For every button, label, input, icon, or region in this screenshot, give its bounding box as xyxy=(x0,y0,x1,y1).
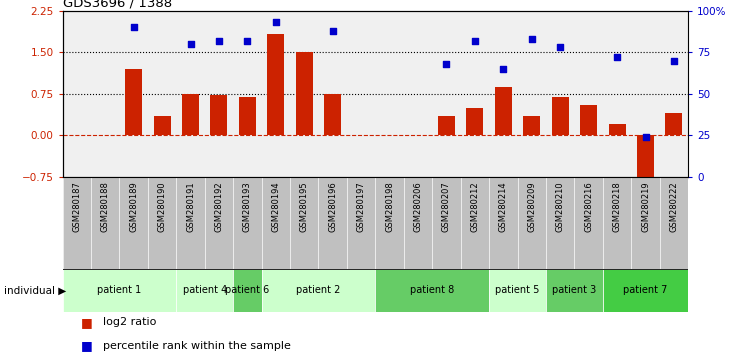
Text: patient 5: patient 5 xyxy=(495,285,539,295)
Text: patient 7: patient 7 xyxy=(623,285,668,295)
Bar xyxy=(177,269,233,312)
Bar xyxy=(489,269,546,312)
Point xyxy=(554,44,566,50)
Bar xyxy=(261,269,375,312)
Point xyxy=(498,66,509,72)
Bar xyxy=(552,97,569,135)
Text: GSM280210: GSM280210 xyxy=(556,182,565,232)
Point xyxy=(270,19,282,25)
Bar xyxy=(375,269,489,312)
Bar xyxy=(324,94,342,135)
Text: patient 8: patient 8 xyxy=(410,285,454,295)
Text: GSM280218: GSM280218 xyxy=(612,182,622,232)
Bar xyxy=(495,87,512,135)
Bar xyxy=(467,108,484,135)
Text: GSM280198: GSM280198 xyxy=(385,182,394,232)
Point xyxy=(241,38,253,44)
Bar xyxy=(267,34,284,135)
Point xyxy=(611,55,623,60)
Bar xyxy=(603,269,688,312)
Bar xyxy=(125,69,142,135)
Text: GSM280197: GSM280197 xyxy=(357,182,366,232)
Bar xyxy=(63,269,177,312)
Bar xyxy=(182,94,199,135)
Text: GSM280222: GSM280222 xyxy=(670,182,679,232)
Point xyxy=(668,58,680,63)
Text: GSM280190: GSM280190 xyxy=(158,182,166,232)
Point xyxy=(213,38,225,44)
Bar xyxy=(609,124,626,135)
Point xyxy=(469,38,481,44)
Text: ■: ■ xyxy=(81,339,93,352)
Point xyxy=(327,28,339,33)
Bar xyxy=(233,269,261,312)
Bar xyxy=(239,97,256,135)
Text: patient 4: patient 4 xyxy=(183,285,227,295)
Bar xyxy=(210,96,227,135)
Bar xyxy=(665,113,682,135)
Text: GSM280192: GSM280192 xyxy=(214,182,224,232)
Point xyxy=(526,36,538,42)
Bar xyxy=(438,116,455,135)
Text: percentile rank within the sample: percentile rank within the sample xyxy=(103,341,291,350)
Bar xyxy=(637,135,654,183)
Bar xyxy=(523,116,540,135)
Text: GSM280207: GSM280207 xyxy=(442,182,451,232)
Text: patient 6: patient 6 xyxy=(225,285,269,295)
Point xyxy=(441,61,453,67)
Text: GSM280193: GSM280193 xyxy=(243,182,252,232)
Bar xyxy=(154,116,171,135)
Text: patient 2: patient 2 xyxy=(297,285,341,295)
Text: GSM280212: GSM280212 xyxy=(470,182,479,232)
Text: GSM280214: GSM280214 xyxy=(499,182,508,232)
Point xyxy=(640,134,651,140)
Text: GSM280209: GSM280209 xyxy=(527,182,537,232)
Point xyxy=(185,41,197,47)
Point xyxy=(128,24,140,30)
Text: GSM280206: GSM280206 xyxy=(414,182,422,232)
Text: GSM280219: GSM280219 xyxy=(641,182,650,232)
Bar xyxy=(546,269,603,312)
Text: patient 1: patient 1 xyxy=(97,285,141,295)
Text: GSM280194: GSM280194 xyxy=(272,182,280,232)
Text: patient 3: patient 3 xyxy=(552,285,597,295)
Bar xyxy=(580,105,597,135)
Text: GDS3696 / 1388: GDS3696 / 1388 xyxy=(63,0,171,10)
Text: GSM280196: GSM280196 xyxy=(328,182,337,232)
Text: GSM280195: GSM280195 xyxy=(300,182,309,232)
Text: GSM280188: GSM280188 xyxy=(101,182,110,233)
Bar xyxy=(296,52,313,135)
Text: GSM280216: GSM280216 xyxy=(584,182,593,232)
Text: log2 ratio: log2 ratio xyxy=(103,317,157,327)
Text: individual ▶: individual ▶ xyxy=(4,285,66,295)
Text: GSM280187: GSM280187 xyxy=(72,182,81,233)
Text: GSM280191: GSM280191 xyxy=(186,182,195,232)
Text: ■: ■ xyxy=(81,316,93,329)
Text: GSM280189: GSM280189 xyxy=(129,182,138,232)
